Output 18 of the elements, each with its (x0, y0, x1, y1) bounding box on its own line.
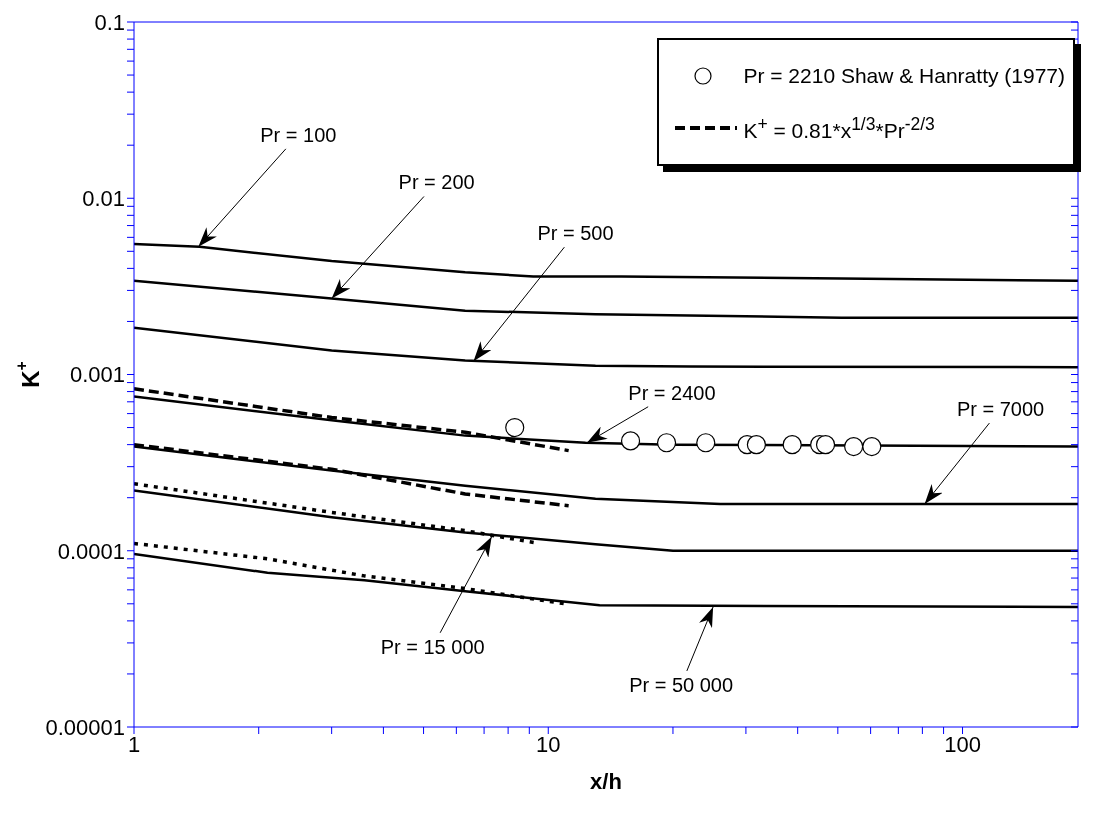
annotation: Pr = 2400 (628, 381, 716, 404)
annotation: Pr = 100 (260, 123, 337, 146)
legend-label: K$^{+}$ = 0.81*x$^{1/3}$*Pr$^{-2/3}$ (743, 113, 935, 143)
y-tick-label: 0.001 (69, 362, 125, 388)
annotation: Pr = 15 000 (380, 635, 485, 658)
x-tick-label: 1 (127, 731, 141, 757)
y-tick-label: 0.01 (82, 186, 125, 212)
y-tick-label: 0.00001 (45, 714, 125, 740)
annotation: Pr = 50 000 (629, 673, 734, 696)
annotation: Pr = 200 (398, 171, 475, 194)
x-tick-label: 10 (536, 731, 561, 757)
x-tick-label: 100 (944, 731, 981, 757)
y-tick-label: 0.0001 (57, 538, 125, 564)
annotation: Pr = 500 (537, 222, 614, 245)
annotation: Pr = 7000 (956, 398, 1045, 421)
x-axis-title: x/h (590, 769, 622, 794)
y-tick-label: 0.1 (94, 9, 125, 35)
legend-label: Pr = 2210 Shaw & Hanratty (1977) (743, 64, 1065, 88)
